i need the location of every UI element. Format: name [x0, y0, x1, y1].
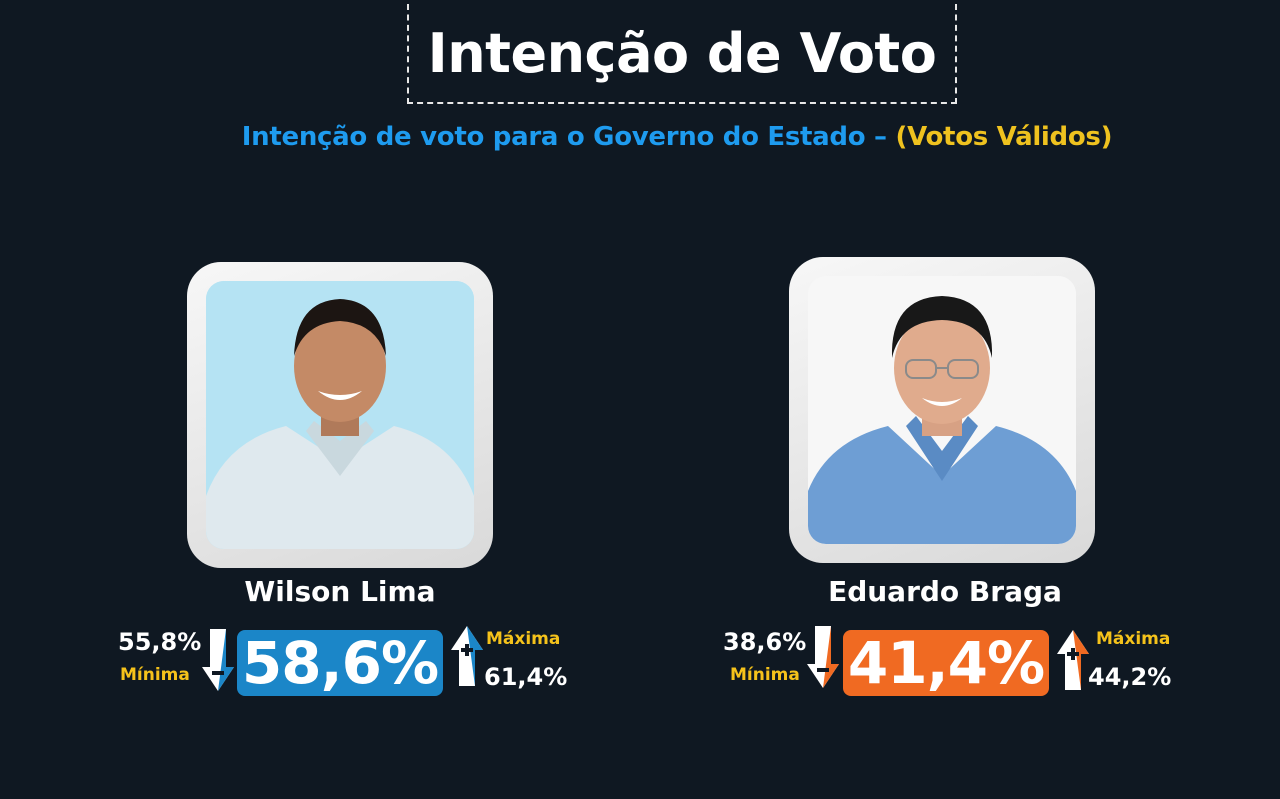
candidate-max-value-1: 61,4%: [484, 663, 568, 691]
arrow-up-icon: [1057, 630, 1089, 690]
title-box: Intenção de Voto: [407, 4, 957, 104]
page-title: Intenção de Voto: [427, 21, 937, 85]
candidate-min-label-1: Mínima: [120, 665, 190, 685]
candidate-photo-1: [206, 281, 474, 549]
candidate-photo-2: [808, 276, 1076, 544]
candidate-photo-frame-1: [187, 262, 493, 568]
candidate-max-value-2: 44,2%: [1088, 663, 1172, 691]
candidate-photo-frame-2: [789, 257, 1095, 563]
candidate-portrait-1: [206, 281, 474, 549]
candidate-name-2: Eduardo Braga: [828, 575, 1062, 608]
candidate-min-value-1: 55,8%: [118, 628, 202, 656]
candidate-min-label-2: Mínima: [730, 665, 800, 685]
candidate-percentage-2: 41,4%: [843, 629, 1049, 697]
subtitle-accent: (Votos Válidos): [895, 122, 1113, 152]
candidate-percentage-1: 58,6%: [237, 629, 443, 697]
candidate-portrait-2: [808, 276, 1076, 544]
candidate-max-label-2: Máxima: [1096, 629, 1171, 649]
candidate-max-label-1: Máxima: [486, 629, 561, 649]
arrow-up-icon: [451, 626, 483, 686]
subtitle-main: Intenção de voto para o Governo do Estad…: [241, 122, 896, 152]
candidate-min-value-2: 38,6%: [723, 628, 807, 656]
candidate-name-1: Wilson Lima: [244, 575, 436, 608]
arrow-down-icon: [202, 629, 234, 691]
arrow-down-icon: [807, 626, 839, 688]
subtitle: Intenção de voto para o Governo do Estad…: [0, 122, 1280, 152]
